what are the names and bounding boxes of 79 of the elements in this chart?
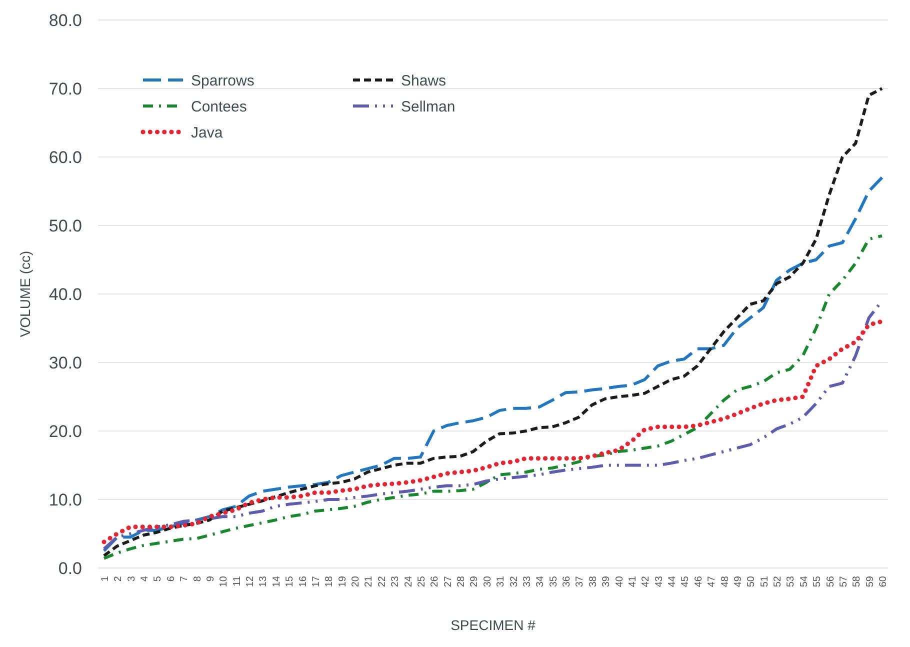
- y-tick-label: 0.0: [58, 558, 82, 578]
- x-tick-label: 14: [271, 576, 282, 588]
- x-tick-label: 36: [562, 576, 573, 588]
- x-tick-label: 34: [535, 576, 546, 588]
- y-axis-title: VOLUME (cc): [17, 250, 33, 338]
- y-tick-label: 60.0: [48, 148, 82, 167]
- x-tick-label: 44: [667, 576, 678, 588]
- x-tick-label: 28: [456, 576, 468, 588]
- x-tick-label: 45: [680, 576, 692, 588]
- x-tick-label: 11: [232, 576, 243, 586]
- x-tick-label: 12: [245, 576, 256, 588]
- x-tick-label: 20: [350, 576, 362, 588]
- x-tick-label: 49: [732, 576, 744, 588]
- legend-label: Sparrows: [191, 72, 254, 90]
- x-tick-label: 37: [574, 576, 586, 588]
- x-tick-label: 13: [258, 576, 270, 588]
- x-tick-label: 2: [113, 576, 124, 582]
- x-tick-label: 4: [140, 576, 151, 582]
- y-tick-label: 10.0: [48, 490, 82, 510]
- x-tick-label: 7: [179, 576, 190, 582]
- x-tick-label: 53: [786, 576, 797, 588]
- x-tick-label: 51: [759, 576, 770, 588]
- x-tick-label: 19: [337, 576, 348, 588]
- x-tick-label: 18: [324, 576, 336, 588]
- legend-label: Sellman: [401, 98, 456, 116]
- x-tick-label: 50: [746, 576, 758, 588]
- x-tick-label: 60: [878, 576, 889, 588]
- y-tick-label: 40.0: [48, 284, 82, 304]
- x-tick-label: 29: [469, 576, 480, 588]
- legend-label: Java: [191, 124, 224, 142]
- x-tick-label: 3: [126, 576, 138, 582]
- x-tick-label: 56: [825, 576, 836, 588]
- x-tick-label: 43: [654, 576, 665, 588]
- x-tick-label: 26: [430, 576, 441, 588]
- x-tick-label: 30: [482, 576, 494, 588]
- x-tick-label: 55: [812, 576, 824, 588]
- x-tick-label: 38: [588, 576, 599, 588]
- x-tick-label: 33: [522, 576, 533, 588]
- x-tick-label: 8: [192, 576, 204, 582]
- x-tick-label: 52: [772, 576, 784, 588]
- x-tick-label: 27: [442, 576, 454, 588]
- x-tick-label: 42: [640, 576, 652, 588]
- x-tick-label: 10: [218, 576, 230, 588]
- y-tick-label: 30.0: [48, 353, 82, 372]
- x-tick-label: 59: [864, 576, 876, 588]
- x-tick-label: 22: [376, 576, 388, 588]
- x-tick-label: 23: [390, 576, 402, 588]
- x-tick-label: 24: [403, 576, 414, 588]
- x-tick-label: 25: [416, 576, 428, 588]
- x-tick-label: 58: [852, 576, 863, 588]
- x-tick-label: 40: [614, 576, 626, 588]
- legend-label: Contees: [191, 98, 247, 116]
- x-tick-label: 16: [298, 576, 309, 588]
- x-tick-label: 31: [496, 576, 507, 588]
- x-tick-label: 21: [364, 576, 375, 588]
- x-tick-label: 48: [720, 576, 731, 588]
- x-tick-label: 6: [166, 576, 177, 582]
- line-series: [102, 176, 884, 552]
- x-tick-label: 54: [798, 576, 810, 588]
- y-tick-label: 70.0: [48, 79, 82, 98]
- y-tick-label: 20.0: [48, 422, 82, 441]
- x-tick-label: 57: [838, 576, 850, 588]
- x-tick-label: 35: [548, 576, 560, 588]
- x-axis-title: SPECIMEN #: [450, 617, 536, 633]
- x-tick-label: 15: [284, 576, 296, 588]
- x-tick-label: 5: [152, 576, 164, 582]
- y-tick-label: 80.0: [48, 10, 82, 30]
- x-tick-label: 1: [100, 576, 111, 582]
- x-tick-label: 39: [601, 576, 612, 588]
- x-tick-label: 32: [508, 576, 520, 588]
- x-tick-label: 9: [205, 576, 216, 582]
- y-tick-label: 50.0: [48, 216, 82, 236]
- x-tick-label: 46: [693, 576, 704, 588]
- line-series: [102, 234, 884, 560]
- x-tick-label: 47: [706, 576, 718, 588]
- line-series: [102, 87, 884, 558]
- x-tick-label: 17: [310, 576, 322, 588]
- legend-label: Shaws: [401, 72, 446, 90]
- x-tick-label: 41: [627, 576, 638, 588]
